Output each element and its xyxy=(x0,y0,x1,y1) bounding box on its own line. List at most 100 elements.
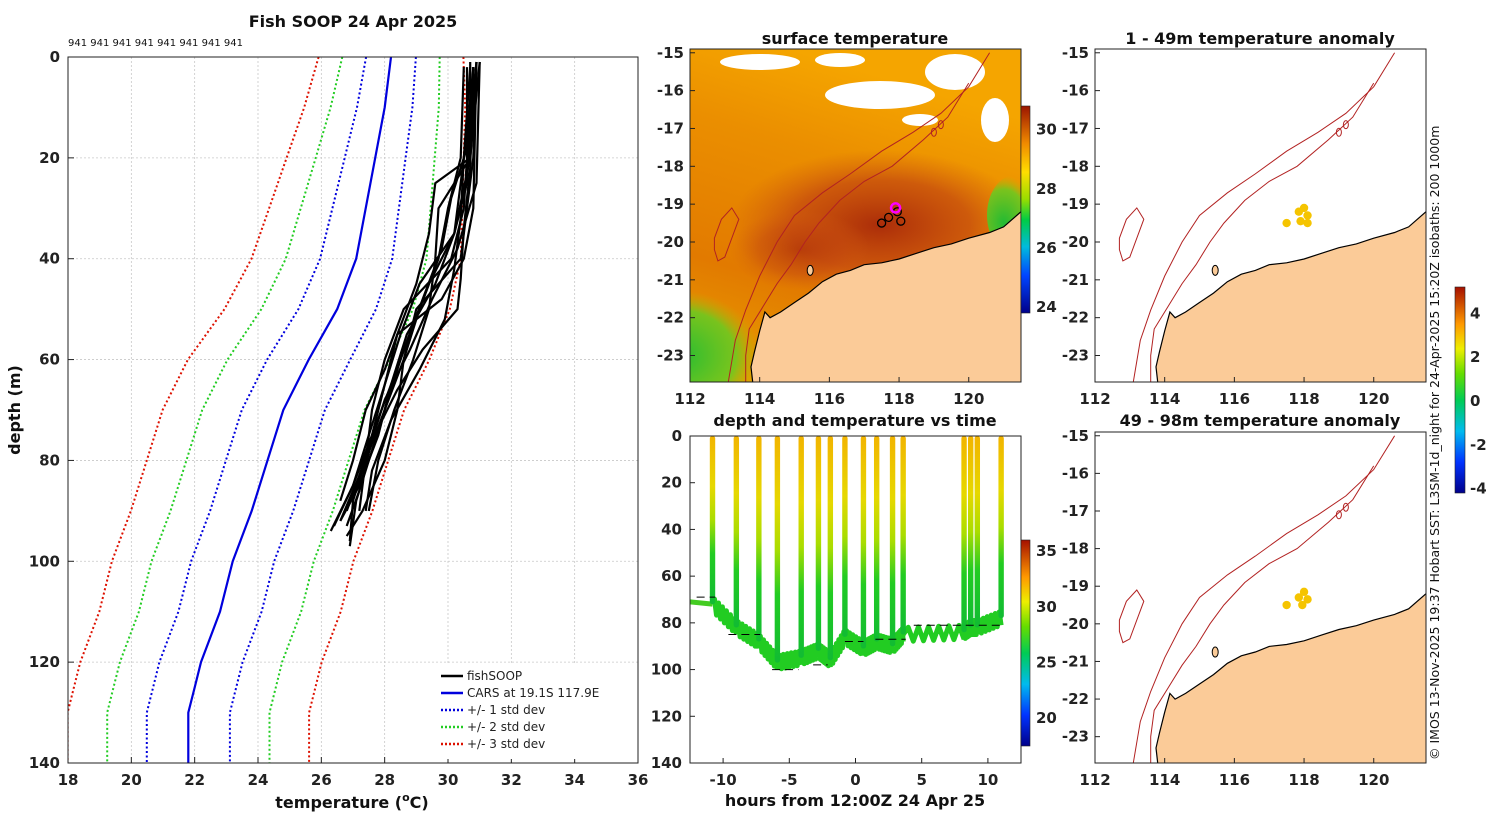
depthtime-colorbar-label: 35 xyxy=(1036,542,1057,560)
depthtime-bottom-trace xyxy=(874,632,896,655)
sst-map-layer xyxy=(713,52,1021,382)
map-ytick-label: -22 xyxy=(1062,690,1089,708)
map-xtick-label: 120 xyxy=(953,390,984,408)
anom2-points xyxy=(1282,587,1312,610)
map-land xyxy=(750,211,1021,382)
profile-std1-upper xyxy=(228,57,417,763)
profile-std2-lower xyxy=(106,57,344,763)
map-xtick-label: 112 xyxy=(674,390,705,408)
legend-fishsoop: fishSOOP xyxy=(467,669,522,683)
depthtime-xlabel: hours from 12:00Z 24 Apr 25 xyxy=(725,791,985,810)
map-island xyxy=(1211,264,1219,276)
depthtime-cast xyxy=(889,436,896,647)
anom1-panel: 1 - 49m temperature anomaly 112 114 116 118… xyxy=(1062,29,1427,408)
profile-fishsoop-line xyxy=(348,61,481,542)
credit-text: © IMOS 13-Nov-2025 19:37 Hobart SST: L3S… xyxy=(1427,125,1442,760)
anomaly-point xyxy=(1296,216,1305,226)
depthtime-ytick-label: 100 xyxy=(651,661,682,679)
profile-xtick-label: 18 xyxy=(58,771,79,789)
profile-std2-upper xyxy=(268,57,441,763)
map-xtick-label: 112 xyxy=(1079,771,1110,789)
depthtime-xtick-label: -5 xyxy=(781,771,798,789)
depthtime-cast xyxy=(774,436,781,663)
depthtime-cast xyxy=(733,436,740,628)
anom2-title: 49 - 98m temperature anomaly xyxy=(1120,411,1401,430)
map-isobath-200 xyxy=(1150,82,1375,382)
depthtime-cast xyxy=(860,436,867,649)
map-rowley-shoals xyxy=(1118,207,1145,262)
map-ytick-label: -16 xyxy=(657,82,684,100)
depthtime-title: depth and temperature vs time xyxy=(713,411,996,430)
depthtime-colorbar xyxy=(1020,539,1031,747)
sst-panel: surface temperature 112 114 116 118 120 -15 -1… xyxy=(657,29,1057,408)
map-seamount xyxy=(1342,120,1349,130)
profile-ticks: 18 20 22 24 26 28 30 32 34 36 0 20 40 60 80 100 120 140 xyxy=(29,48,649,789)
depthtime-casts xyxy=(690,436,1004,672)
depthtime-colorbar-label: 20 xyxy=(1036,709,1057,727)
profile-fishsoop-line xyxy=(339,66,475,522)
legend-std2: +/- 2 std dev xyxy=(467,720,545,734)
anom-colorbar-label: 0 xyxy=(1470,392,1480,410)
map-ytick-label: -16 xyxy=(1062,82,1089,100)
profile-xtick-label: 26 xyxy=(311,771,332,789)
anom1-axes-box xyxy=(1094,48,1427,383)
profile-xtick-label: 20 xyxy=(121,771,142,789)
profile-std1-lower xyxy=(145,57,368,763)
map-isobath-1000 xyxy=(1132,52,1396,382)
map-ytick-label: -19 xyxy=(1062,577,1089,595)
map-ytick-label: -23 xyxy=(1062,347,1089,365)
map-xtick-label: 112 xyxy=(1079,390,1110,408)
depthtime-cast xyxy=(873,436,880,642)
profile-axes-box xyxy=(67,56,639,764)
depthtime-bottom-trace xyxy=(890,626,906,654)
profile-xtick-label: 36 xyxy=(628,771,649,789)
map-ytick-label: -17 xyxy=(1062,502,1089,520)
profile-lines xyxy=(68,57,481,763)
profile-ytick-label: 60 xyxy=(39,351,60,369)
anom-colorbar-ticks: -4 -2 0 2 4 xyxy=(1470,304,1487,497)
depthtime-cast xyxy=(998,436,1004,619)
profile-cars-line xyxy=(187,57,393,763)
profile-fishsoop-line xyxy=(345,67,475,527)
map-xtick-label: 116 xyxy=(1219,390,1250,408)
anom2-map-layer xyxy=(1118,435,1426,763)
depthtime-colorbar-label: 25 xyxy=(1036,653,1057,671)
depthtime-cast xyxy=(900,436,906,635)
profile-xtick-label: 22 xyxy=(184,771,205,789)
anomaly-point xyxy=(1299,587,1309,597)
map-seamount xyxy=(1335,127,1342,137)
sst-cool-patch xyxy=(690,290,775,382)
map-ytick-label: -15 xyxy=(1062,427,1089,445)
profile-ytick-label: 140 xyxy=(29,754,60,772)
anom1-title: 1 - 49m temperature anomaly xyxy=(1125,29,1395,48)
sst-station-marker xyxy=(876,218,887,228)
anomaly-point xyxy=(1282,600,1291,610)
depthtime-bottom-trace xyxy=(842,628,866,657)
depthtime-cast xyxy=(967,436,974,628)
depthtime-cast xyxy=(842,436,848,637)
sst-colorbar-label: 24 xyxy=(1036,298,1057,316)
depthtime-ytick-label: 0 xyxy=(672,427,682,445)
map-ytick-label: -15 xyxy=(657,44,684,62)
depthtime-bottom-trace xyxy=(756,633,780,670)
depthtime-colorbar-ticks: 20 25 30 35 xyxy=(1036,542,1057,727)
depthtime-ytick-label: 20 xyxy=(661,474,682,492)
anom2-panel: 49 - 98m temperature anomaly 112 114 116 11… xyxy=(1062,286,1487,789)
depthtime-ytick-label: 80 xyxy=(661,614,682,632)
map-ytick-label: -22 xyxy=(1062,309,1089,327)
anom-colorbar-label: 2 xyxy=(1470,348,1480,366)
profile-legend: fishSOOP CARS at 19.1S 117.9E +/- 1 std … xyxy=(437,665,635,759)
depthtime-bottom-trace xyxy=(968,618,980,637)
anom1-points xyxy=(1282,203,1312,228)
profile-fishsoop-line xyxy=(329,61,478,532)
map-ytick-label: -19 xyxy=(657,195,684,213)
map-xtick-label: 118 xyxy=(883,390,914,408)
map-ytick-label: -18 xyxy=(1062,157,1089,175)
profile-fishsoop-line xyxy=(364,67,472,512)
legend-std3: +/- 3 std dev xyxy=(467,737,545,751)
profile-title: Fish SOOP 24 Apr 2025 xyxy=(249,12,458,31)
anom2-ticks: 112 114 116 118 120 -15 -16 -17 -18 -19 -20 -21 -22 -… xyxy=(1062,427,1390,789)
depthtime-colorbar-label: 30 xyxy=(1036,598,1057,616)
map-ytick-label: -20 xyxy=(1062,233,1089,251)
